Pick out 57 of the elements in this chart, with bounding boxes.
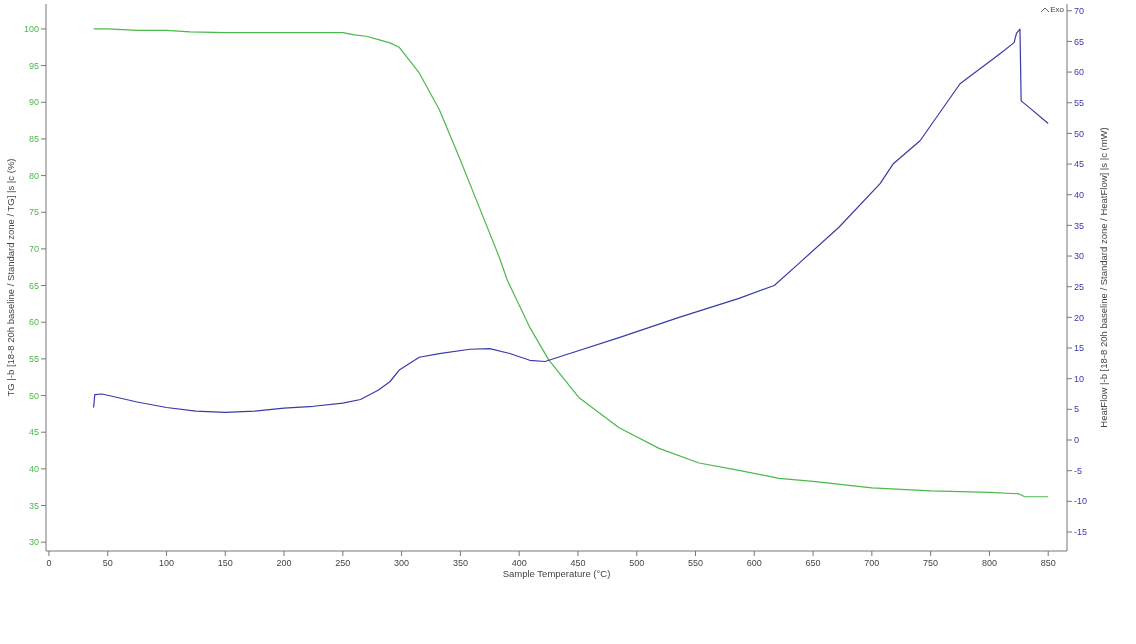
y2-tick-label: 70: [1074, 5, 1085, 16]
y-tick-label: 30: [28, 537, 39, 548]
y2-tick-label: -5: [1074, 465, 1083, 476]
y-tick-label: 75: [28, 207, 39, 218]
y2-tick-label: -10: [1074, 496, 1088, 507]
x-tick-label: 550: [688, 558, 704, 568]
line-series: [93, 28, 1049, 414]
annotation: Exo: [1050, 5, 1065, 14]
y2-tick-label: 5: [1074, 404, 1080, 415]
y2-tick-label: 35: [1074, 220, 1085, 231]
y-axis-title: TG |-b [18-8 20h baseline / Standard zone / TG] |s |c (%): [5, 158, 16, 397]
y-tick-label: 50: [28, 390, 39, 401]
x-tick-label: 400: [511, 558, 527, 568]
x-tick-label: 250: [335, 558, 351, 568]
y2-tick-label: 25: [1074, 281, 1085, 292]
x-tick-label: 200: [276, 558, 292, 568]
y2-tick-label: 10: [1074, 373, 1085, 384]
line-series: [93, 28, 1049, 498]
y-tick-label: 65: [28, 280, 39, 291]
y2-tick-label: 0: [1074, 435, 1080, 446]
x-tick-label: 700: [864, 558, 880, 568]
x-tick-label: 600: [746, 558, 762, 568]
y-tick-label: 100: [23, 24, 39, 35]
x-tick-label: 0: [46, 558, 52, 568]
y2-tick-label: 40: [1074, 189, 1085, 200]
x-tick-label: 500: [629, 558, 645, 568]
y-tick-label: 95: [28, 60, 39, 71]
x-tick-label: 350: [452, 558, 468, 568]
y-tick-label: 70: [28, 244, 39, 255]
x-tick-label: 100: [158, 558, 175, 568]
y-tick-label: 40: [28, 464, 39, 475]
y2-tick-label: -15: [1074, 527, 1088, 538]
x-tick-label: 300: [394, 558, 410, 568]
y-tick-label: 90: [28, 97, 39, 108]
x-tick-label: 850: [1040, 558, 1056, 568]
x-tick-label: 800: [981, 558, 997, 568]
y-tick-label: 35: [28, 500, 39, 511]
x-tick-label: 50: [102, 558, 113, 568]
x-tick-label: 650: [805, 558, 821, 568]
y2-tick-label: 20: [1074, 312, 1085, 323]
x-tick-label: 750: [923, 558, 939, 568]
x-axis-title: Sample Temperature (°C): [502, 568, 611, 579]
y2-tick-label: 45: [1074, 159, 1085, 170]
y-tick-label: 55: [28, 354, 39, 365]
x-tick-label: 450: [570, 558, 586, 568]
y-tick-label: 60: [28, 317, 39, 328]
y2-tick-label: 55: [1074, 97, 1085, 108]
y2-tick-label: 60: [1074, 67, 1085, 78]
y2-tick-label: 30: [1074, 251, 1085, 262]
y2-tick-label: 50: [1074, 128, 1085, 139]
y2-tick-label: 15: [1074, 343, 1085, 354]
y2-tick-label: 65: [1074, 36, 1085, 47]
y-tick-label: 45: [28, 427, 39, 438]
y-tick-label: 85: [28, 134, 39, 145]
y-tick-label: 80: [28, 170, 39, 181]
y2-axis-title: HeatFlow |-b [18-8 20h baseline / Standard zone / HeatFlow] |s |c (mW): [1098, 127, 1109, 428]
x-tick-label: 150: [217, 558, 233, 568]
